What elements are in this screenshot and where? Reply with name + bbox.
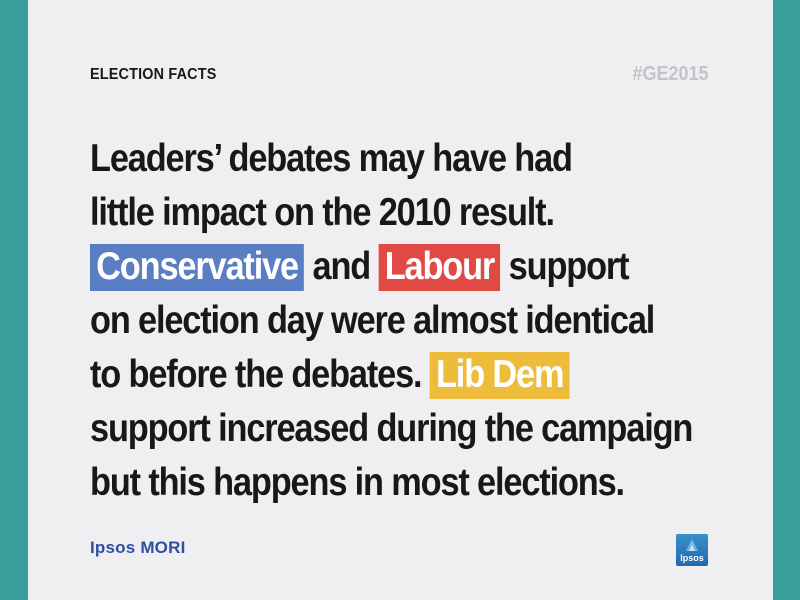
headline: Leaders’ debates may have had little imp… [90, 132, 706, 510]
headline-line-2: little impact on the 2010 result. [90, 191, 555, 234]
headline-line-1: Leaders’ debates may have had [90, 137, 573, 180]
ipsos-logo-icon: Ipsos [676, 534, 708, 566]
libdem-highlight: Lib Dem [429, 352, 570, 399]
section-label: ELECTION FACTS [90, 66, 217, 83]
headline-line-6: support increased during the campaign [90, 407, 693, 450]
logo-mark-icon [686, 539, 698, 551]
labour-highlight: Labour [378, 244, 501, 291]
fact-card: ELECTION FACTS #GE2015 Leaders’ debates … [28, 0, 773, 600]
hashtag: #GE2015 [632, 63, 709, 85]
headline-support: support [500, 245, 630, 288]
conservative-highlight: Conservative [90, 244, 305, 291]
headline-line-7: but this happens in most elections. [90, 461, 625, 504]
logo-text: Ipsos [680, 553, 704, 563]
ipsos-mori-wordmark: Ipsos MORI [90, 538, 186, 557]
headline-and: and [304, 245, 379, 288]
headline-line-5: to before the debates. [90, 353, 430, 396]
headline-line-4: on election day were almost identical [90, 299, 655, 342]
